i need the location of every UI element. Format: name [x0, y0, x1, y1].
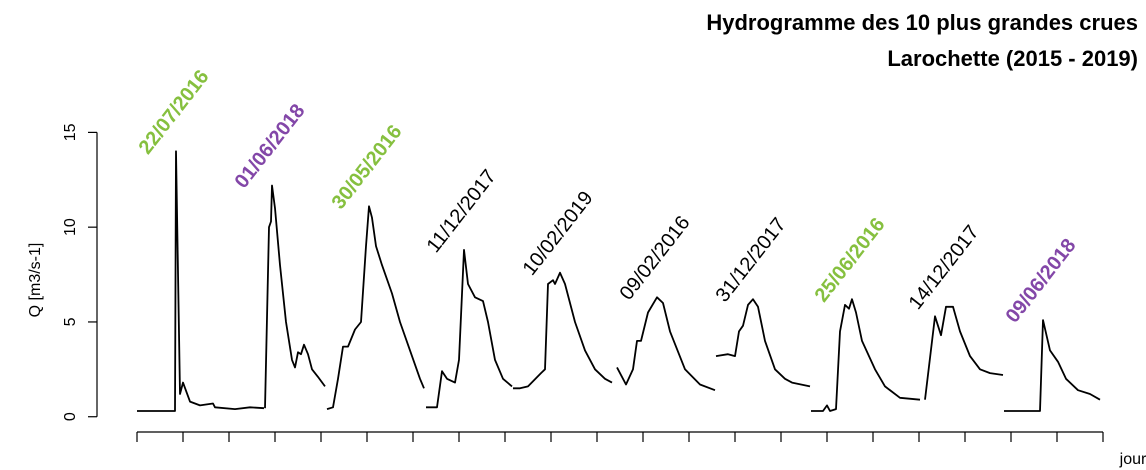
event-label: 09/02/2016 — [616, 212, 695, 304]
chart-subtitle: Larochette (2015 - 2019) — [887, 46, 1138, 71]
x-axis-label: jour — [1119, 451, 1146, 468]
y-tick-label: 5 — [62, 317, 79, 326]
hydrograph-line — [924, 305, 1004, 400]
y-tick-label: 15 — [62, 123, 79, 141]
hydrograph-line — [1004, 319, 1101, 412]
y-axis-label: Q [m3/s-1] — [27, 243, 44, 318]
event-label: 01/06/2018 — [231, 100, 310, 192]
hydrograph-line — [811, 298, 921, 412]
event-label: 10/02/2019 — [519, 187, 598, 279]
event-label: 09/06/2018 — [1002, 235, 1081, 327]
hydrograph-line — [264, 184, 326, 409]
hydrograph-line — [715, 298, 811, 388]
event-label: 30/05/2016 — [328, 121, 407, 213]
event-label: 11/12/2017 — [423, 166, 501, 257]
event-label: 31/12/2017 — [712, 214, 791, 306]
y-tick-label: 0 — [62, 412, 79, 421]
event-label: 25/06/2016 — [811, 214, 890, 306]
hydrograph-line — [137, 150, 265, 412]
hydrograph-line — [426, 249, 513, 409]
event-label: 14/12/2017 — [905, 221, 984, 313]
chart-title: Hydrogramme des 10 plus grandes crues — [706, 10, 1138, 35]
hydrograph-line — [616, 296, 716, 392]
y-tick-label: 10 — [62, 218, 79, 236]
event-label: 22/07/2016 — [135, 66, 214, 158]
hydrograph-line — [513, 271, 613, 390]
hydrograph-line — [326, 205, 425, 410]
